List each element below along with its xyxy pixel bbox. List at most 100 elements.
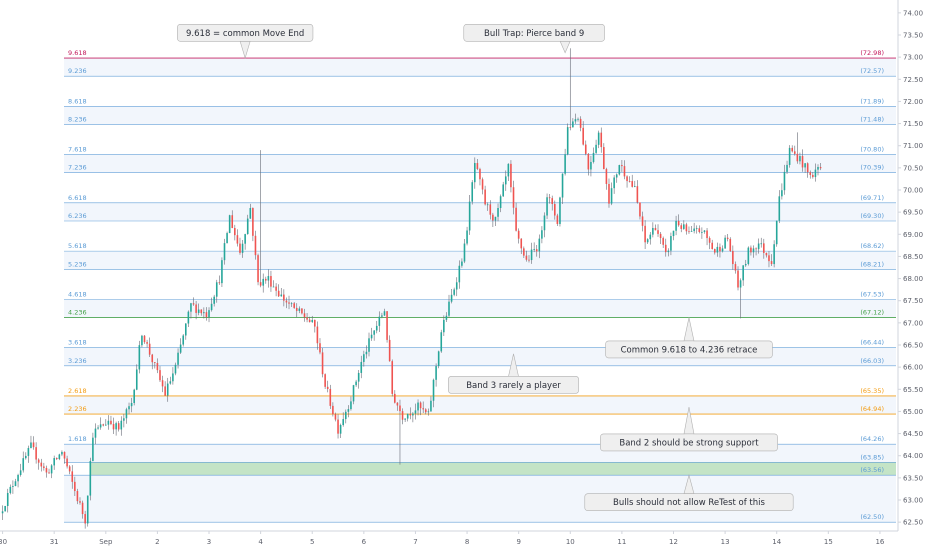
callout-pointer-joint bbox=[509, 376, 518, 378]
candle-body bbox=[592, 152, 595, 162]
candle-body bbox=[210, 303, 213, 311]
candle-body bbox=[750, 247, 752, 253]
candle-body bbox=[809, 172, 812, 175]
candle-body bbox=[729, 238, 732, 252]
candle-body bbox=[283, 294, 285, 301]
callout-text: 9.618 = common Move End bbox=[186, 29, 304, 39]
candle-body bbox=[688, 231, 690, 233]
candle-body bbox=[244, 234, 246, 244]
candle-body bbox=[463, 243, 466, 262]
candle-body bbox=[94, 428, 97, 438]
y-tick-label: 66.50 bbox=[903, 342, 923, 350]
y-tick-label: 72.50 bbox=[903, 76, 923, 84]
candle-body bbox=[35, 447, 37, 460]
candle-body bbox=[742, 265, 744, 281]
candle-body bbox=[290, 303, 293, 305]
candle-body bbox=[115, 423, 117, 430]
candle-body bbox=[582, 127, 584, 145]
candle-body bbox=[716, 246, 719, 253]
candle-body bbox=[659, 233, 662, 239]
candle-body bbox=[783, 171, 786, 191]
candle-body bbox=[174, 364, 177, 374]
candle-body bbox=[422, 408, 424, 410]
candle-body bbox=[184, 323, 187, 336]
candle-body bbox=[301, 308, 303, 314]
candle-body bbox=[432, 379, 435, 401]
fib-level-price: (63.85) bbox=[860, 453, 884, 461]
candle-body bbox=[138, 345, 141, 370]
candle-body bbox=[19, 470, 22, 475]
y-tick-label: 64.00 bbox=[903, 452, 923, 460]
candle-body bbox=[223, 243, 226, 261]
candle-body bbox=[200, 309, 203, 314]
candle-body bbox=[765, 252, 768, 256]
x-tick-label: 13 bbox=[721, 538, 730, 546]
candle-body bbox=[22, 458, 25, 471]
candle-body bbox=[295, 307, 298, 311]
candle-body bbox=[778, 196, 781, 221]
candle-body bbox=[270, 276, 272, 287]
candle-body bbox=[793, 151, 796, 154]
candle-body bbox=[538, 238, 541, 252]
callout-box bbox=[177, 23, 314, 42]
candle-body bbox=[117, 423, 120, 430]
candle-body bbox=[166, 383, 169, 396]
candle-body bbox=[572, 121, 574, 128]
candle-body bbox=[391, 361, 394, 394]
y-tick-label: 65.50 bbox=[903, 386, 923, 394]
candle-body bbox=[89, 461, 92, 496]
candle-body bbox=[461, 261, 463, 266]
candle-body bbox=[378, 316, 381, 326]
fib-level-price: (64.26) bbox=[860, 435, 884, 443]
fib-levels-layer: 9.618 (72.98) 9.236 (72.57) 8.618 (71.89) 8.23… bbox=[64, 49, 896, 523]
x-tick-label: 12 bbox=[669, 538, 678, 546]
fib-level-label: 8.618 bbox=[68, 97, 87, 105]
candle-body bbox=[319, 343, 321, 353]
fib-level-label: 7.618 bbox=[68, 146, 87, 154]
fib-level-label: 6.236 bbox=[68, 212, 87, 220]
candle-body bbox=[579, 118, 582, 128]
fib-level-price: (67.53) bbox=[860, 290, 884, 298]
candle-body bbox=[548, 197, 551, 199]
callout-box bbox=[463, 23, 605, 42]
candle-body bbox=[316, 326, 319, 344]
candle-body bbox=[6, 492, 9, 506]
candle-body bbox=[564, 154, 566, 174]
candle-body bbox=[386, 311, 388, 340]
candle-body bbox=[177, 352, 179, 365]
candle-body bbox=[530, 249, 533, 261]
candle-body bbox=[14, 481, 17, 487]
candle-body bbox=[739, 280, 742, 288]
candle-body bbox=[164, 386, 166, 396]
candle-body bbox=[329, 388, 332, 406]
candle-body bbox=[130, 402, 133, 407]
candle-body bbox=[631, 181, 634, 187]
candle-body bbox=[375, 325, 378, 331]
candle-body bbox=[450, 294, 453, 302]
candle-body bbox=[74, 481, 76, 492]
candle-body bbox=[404, 418, 406, 420]
candle-body bbox=[25, 455, 27, 459]
candle-body bbox=[252, 208, 254, 236]
candle-body bbox=[218, 282, 221, 284]
candle-body bbox=[605, 169, 608, 184]
candle-body bbox=[417, 402, 419, 411]
candle-body bbox=[443, 319, 445, 333]
candle-body bbox=[342, 419, 345, 426]
candle-body bbox=[636, 186, 639, 203]
candle-body bbox=[169, 381, 172, 384]
candle-body bbox=[151, 354, 154, 363]
candle-body bbox=[804, 163, 806, 168]
x-tick-label: 11 bbox=[617, 538, 626, 546]
candle-body bbox=[711, 242, 714, 250]
fib-level-label: 3.618 bbox=[68, 339, 87, 347]
candle-body bbox=[706, 230, 708, 239]
fib-band-fill bbox=[64, 395, 896, 415]
candle-body bbox=[453, 289, 455, 295]
candle-body bbox=[231, 215, 234, 229]
y-tick-label: 67.50 bbox=[903, 297, 923, 305]
candle-body bbox=[713, 249, 716, 253]
candle-body bbox=[187, 311, 190, 324]
candle-body bbox=[409, 413, 412, 416]
